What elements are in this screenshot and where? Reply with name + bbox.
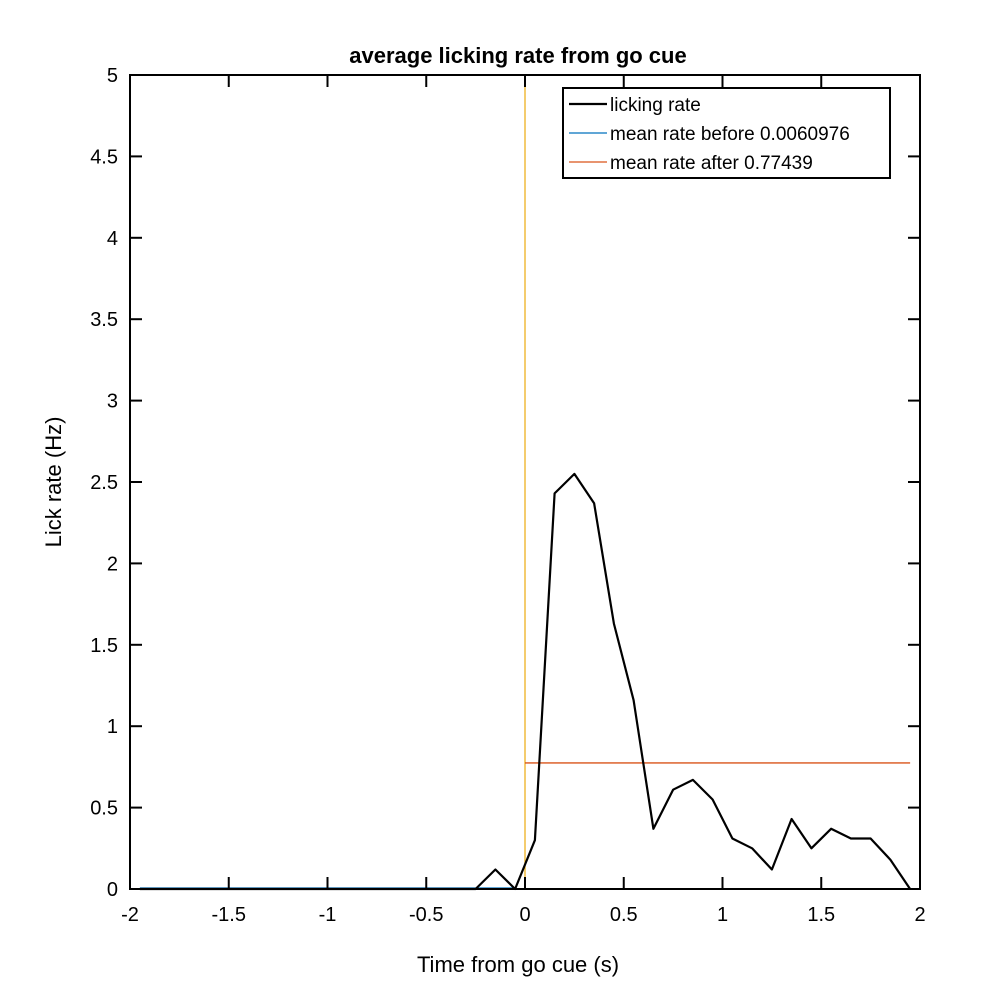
y-tick-label: 5: [107, 65, 118, 87]
y-tick-label: 1: [107, 716, 118, 738]
y-tick-label: 4: [107, 228, 118, 250]
y-tick-label: 3: [107, 391, 118, 413]
x-tick-label: 1.5: [807, 904, 835, 926]
x-tick-label: -1.5: [212, 904, 246, 926]
chart-title: average licking rate from go cue: [349, 43, 686, 68]
x-tick-label: 1: [717, 904, 728, 926]
x-tick-label: 2: [914, 904, 925, 926]
x-axis: -2 -1.5 -1 -0.5 0 0.5 1 1.5 2: [121, 75, 926, 926]
plot-area: [139, 75, 912, 891]
y-tick-label: 1.5: [90, 635, 118, 657]
x-tick-label: -0.5: [409, 904, 443, 926]
y-tick-label: 0.5: [90, 798, 118, 820]
x-tick-label: 0: [519, 904, 530, 926]
x-tick-label: -1: [319, 904, 337, 926]
y-axis: 0 0.5 1 1.5 2 2.5 3 3.5 4 4.5 5: [90, 65, 920, 901]
legend-entry-mean-after: mean rate after 0.77439: [610, 153, 813, 174]
y-tick-label: 2: [107, 553, 118, 575]
x-axis-label: Time from go cue (s): [417, 952, 619, 977]
legend-entry-mean-before: mean rate before 0.0060976: [610, 124, 850, 145]
y-tick-label: 2.5: [90, 472, 118, 494]
legend: licking rate mean rate before 0.0060976 …: [562, 87, 891, 179]
legend-box: [562, 87, 891, 179]
y-tick-label: 4.5: [90, 146, 118, 168]
y-tick-label: 3.5: [90, 309, 118, 331]
y-axis-label: Lick rate (Hz): [41, 417, 66, 548]
y-tick-label: 0: [107, 879, 118, 901]
x-tick-label: -2: [121, 904, 139, 926]
x-tick-label: 0.5: [610, 904, 638, 926]
legend-entry-licking-rate: licking rate: [610, 95, 701, 116]
